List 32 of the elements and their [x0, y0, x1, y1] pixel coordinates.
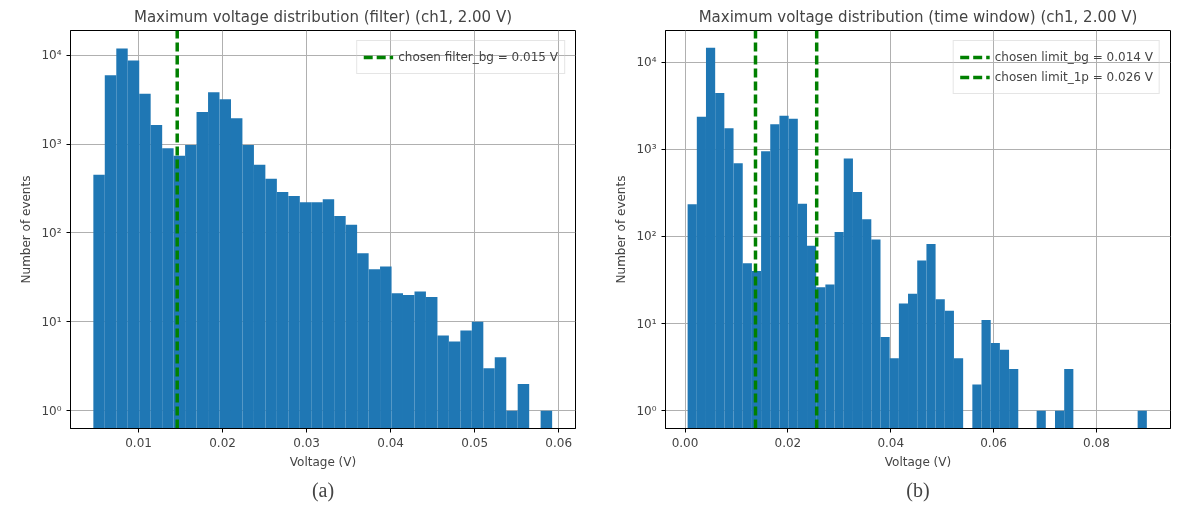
y-axis-title: Number of events [19, 175, 34, 284]
y-tick-label: 10⁰ [636, 403, 657, 418]
y-tick-label: 10¹ [636, 316, 657, 331]
x-tick-label: 0.00 [671, 435, 699, 450]
chart-title: Maximum voltage distribution (time window) (ch1, 2.00 V) [698, 7, 1138, 26]
legend-label: chosen filter_bg = 0.015 V [398, 50, 558, 64]
x-tick-label: 0.05 [461, 435, 489, 450]
legend-label: chosen limit_1p = 0.026 V [994, 70, 1153, 84]
x-axis-title: Voltage (V) [884, 454, 952, 469]
x-tick-label: 0.02 [209, 435, 236, 450]
x-tick-label: 0.04 [877, 435, 905, 450]
y-tick-label: 10⁴ [636, 55, 657, 70]
text: (b) [906, 478, 930, 502]
legend-label: chosen limit_bg = 0.014 V [994, 50, 1153, 64]
text: (a) [311, 478, 335, 502]
y-tick-label: 10² [636, 229, 657, 244]
chart-title: Maximum voltage distribution (filter) (ch1, 2.00 V) [133, 7, 513, 26]
x-tick-label: 0.04 [377, 435, 404, 450]
x-tick-label: 0.06 [545, 435, 573, 450]
x-tick-label: 0.08 [1083, 435, 1110, 450]
x-axis-title: Voltage (V) [289, 454, 357, 469]
x-tick-label: 0.01 [125, 435, 152, 450]
y-tick-label: 10¹ [41, 314, 62, 329]
y-axis-title: Number of events [614, 175, 629, 284]
x-tick-label: 0.02 [774, 435, 802, 450]
y-tick-label: 10⁴ [41, 48, 62, 63]
x-tick-label: 0.06 [980, 435, 1007, 450]
y-tick-label: 10³ [636, 142, 657, 157]
x-tick-label: 0.03 [293, 435, 320, 450]
y-tick-label: 10² [41, 225, 62, 240]
y-tick-label: 10³ [41, 137, 62, 152]
y-tick-label: 10⁰ [41, 403, 62, 418]
